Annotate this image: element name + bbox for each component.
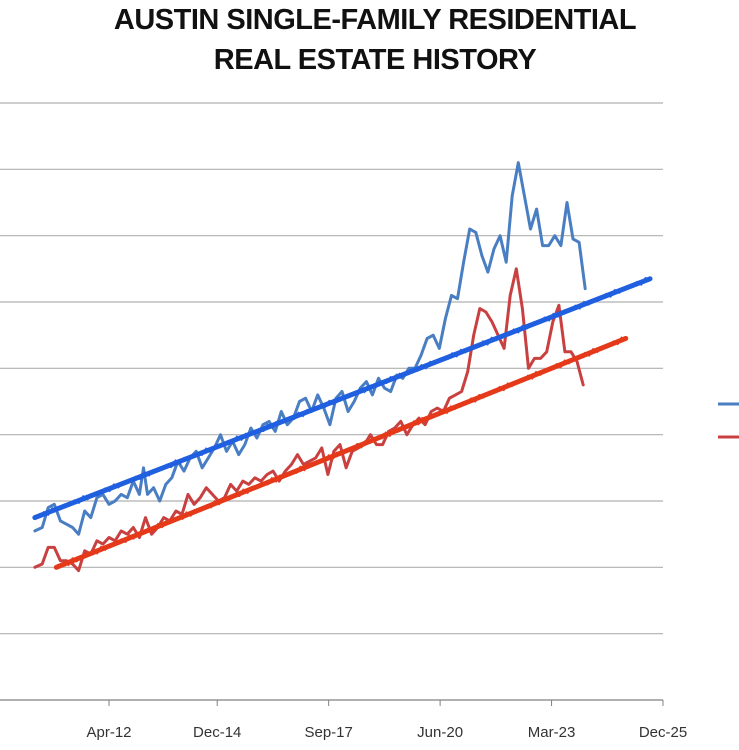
x-tick-label: Dec-14	[193, 724, 241, 741]
x-tick-label: Mar-23	[528, 724, 576, 741]
trend-line-red_trend	[53, 335, 629, 570]
legend	[718, 402, 739, 439]
x-tick-label: Apr-12	[87, 724, 132, 741]
series-line-red	[33, 267, 585, 573]
chart-title-line2: REAL ESTATE HISTORY	[213, 44, 537, 76]
x-tick-label: Dec-25	[639, 724, 687, 741]
series-line-blue	[33, 161, 587, 536]
series-layer	[32, 161, 653, 573]
x-axis: Apr-12 Dec-14 Sep-17 Jun-20 Mar-23 Dec-25	[87, 700, 687, 741]
chart-title-line1: AUSTIN SINGLE-FAMILY RESIDENTIAL	[113, 4, 637, 36]
grid-lines	[0, 102, 663, 701]
x-tick-label: Sep-17	[304, 724, 352, 741]
x-tick-label: Jun-20	[417, 724, 463, 741]
trend-line-blue_trend	[32, 276, 653, 521]
